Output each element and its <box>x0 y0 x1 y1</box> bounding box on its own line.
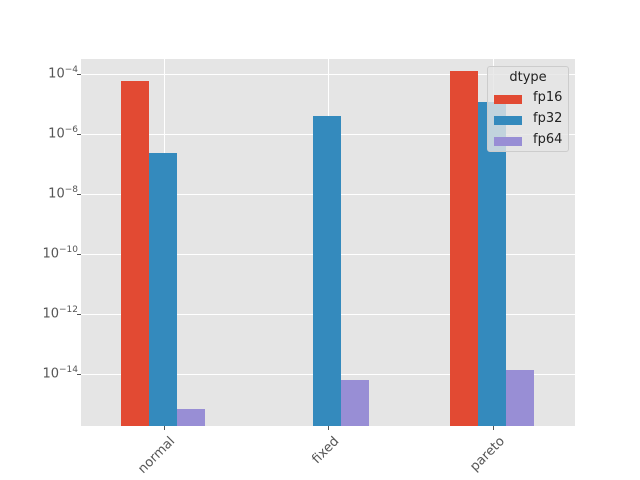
bar-fixed-fp32 <box>313 116 341 426</box>
bar-fixed-fp64 <box>341 379 369 426</box>
legend-title: dtype <box>509 70 547 85</box>
bar-pareto-fp16 <box>450 71 478 426</box>
y-tick-mark <box>77 314 81 316</box>
legend: dtype fp16 fp32 fp64 <box>487 66 569 152</box>
y-tick-mark <box>77 194 81 196</box>
legend-label-fp16: fp16 <box>533 90 563 105</box>
y-tick-label: 10−6 <box>48 125 78 142</box>
y-tick-label: 10−14 <box>42 365 78 382</box>
bar-normal-fp64 <box>177 409 205 426</box>
legend-entry-fp32: fp32 <box>494 111 564 127</box>
y-tick-mark <box>77 74 81 76</box>
legend-entry-fp16: fp16 <box>494 90 564 106</box>
legend-label-fp32: fp32 <box>533 111 563 126</box>
bar-pareto-fp64 <box>506 370 534 426</box>
y-tick-label: 10−10 <box>42 245 78 262</box>
y-tick-label: 10−12 <box>42 305 78 322</box>
legend-label-fp64: fp64 <box>533 132 563 147</box>
x-tick-label-normal: normal <box>135 434 179 477</box>
y-tick-label: 10−8 <box>48 185 78 202</box>
legend-swatch-fp64 <box>494 137 522 146</box>
y-tick-label: 10−4 <box>48 65 78 82</box>
x-tick-label-pareto: pareto <box>467 434 508 475</box>
bar-normal-fp16 <box>121 80 149 426</box>
x-tick-mark <box>164 426 165 430</box>
legend-swatch-fp32 <box>494 116 522 125</box>
y-tick-mark <box>77 134 81 136</box>
legend-entry-fp64: fp64 <box>494 132 564 148</box>
y-tick-mark <box>77 374 81 376</box>
legend-swatch-fp16 <box>494 95 522 104</box>
x-tick-mark <box>328 426 329 430</box>
bar-pareto-fp32 <box>478 102 506 426</box>
bar-normal-fp32 <box>149 152 177 426</box>
x-tick-mark <box>493 426 494 430</box>
x-tick-label-fixed: fixed <box>309 434 343 468</box>
y-tick-mark <box>77 254 81 256</box>
